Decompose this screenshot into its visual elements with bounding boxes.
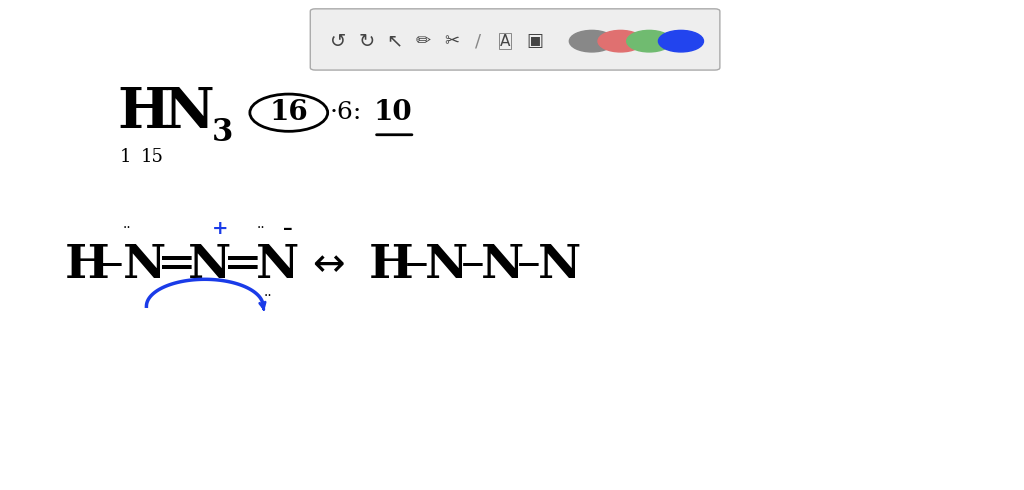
Text: –: – bbox=[461, 242, 484, 287]
Text: ✂: ✂ bbox=[444, 32, 459, 50]
Circle shape bbox=[569, 30, 614, 52]
Text: ↻: ↻ bbox=[358, 32, 375, 50]
Text: ↖: ↖ bbox=[386, 32, 402, 50]
Text: N: N bbox=[187, 242, 230, 288]
Circle shape bbox=[598, 30, 643, 52]
Text: –: – bbox=[517, 242, 541, 287]
Text: ↺: ↺ bbox=[330, 32, 346, 50]
Text: ··: ·· bbox=[123, 221, 131, 235]
Text: N: N bbox=[481, 242, 524, 288]
Text: H: H bbox=[118, 85, 170, 140]
Text: ··: ·· bbox=[257, 221, 265, 235]
Circle shape bbox=[658, 30, 703, 52]
Text: /: / bbox=[475, 32, 481, 50]
Text: ·6:: ·6: bbox=[330, 101, 362, 124]
Text: 10: 10 bbox=[374, 99, 413, 126]
Text: 16: 16 bbox=[269, 99, 308, 126]
Text: =: = bbox=[223, 242, 263, 287]
Text: –: – bbox=[404, 242, 428, 287]
Text: 3: 3 bbox=[212, 117, 233, 148]
Circle shape bbox=[627, 30, 672, 52]
Text: –: – bbox=[283, 220, 292, 238]
Text: N: N bbox=[538, 242, 581, 288]
Text: +: + bbox=[212, 220, 228, 238]
Text: 1: 1 bbox=[120, 148, 131, 166]
FancyBboxPatch shape bbox=[310, 9, 720, 70]
Text: =: = bbox=[157, 242, 197, 287]
Text: N: N bbox=[256, 242, 299, 288]
Text: N: N bbox=[123, 242, 166, 288]
Text: A: A bbox=[500, 34, 510, 49]
Text: ··: ·· bbox=[264, 290, 272, 303]
Text: ✏: ✏ bbox=[416, 32, 430, 50]
Text: H: H bbox=[369, 242, 414, 288]
Text: –: – bbox=[100, 242, 124, 287]
Text: ▣: ▣ bbox=[526, 32, 543, 50]
Text: N: N bbox=[164, 85, 215, 140]
Text: 15: 15 bbox=[140, 148, 163, 166]
Text: N: N bbox=[425, 242, 468, 288]
Text: H: H bbox=[65, 242, 110, 288]
Text: ↔: ↔ bbox=[312, 245, 345, 284]
